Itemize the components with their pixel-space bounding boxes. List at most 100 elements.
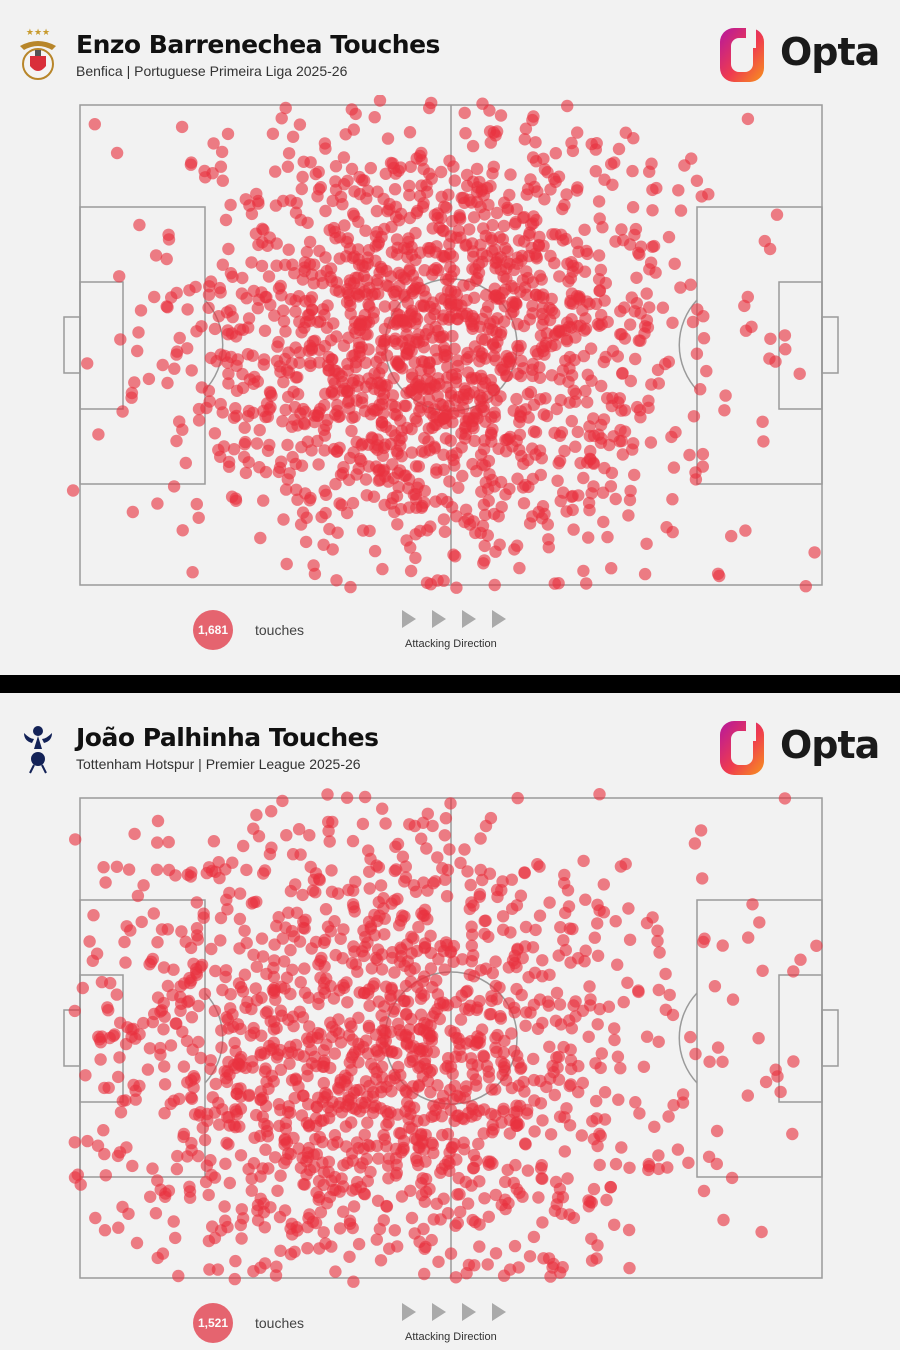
touch-point [756,964,769,977]
touch-point [640,537,653,550]
touch-point [515,354,528,368]
touch-point [646,204,659,217]
touch-point [793,367,806,380]
touch-point [378,928,391,941]
touch-point [642,1163,655,1177]
touch-point [297,1050,310,1063]
touch-point [436,313,450,326]
touch-point [560,1102,573,1115]
touch-point [615,1141,628,1154]
touch-point [594,263,608,277]
touch-point [563,1014,576,1027]
touch-point [188,1072,201,1085]
touch-point [255,259,269,273]
touch-point [404,1041,418,1054]
touch-point [224,988,237,1001]
touch-point [380,1200,394,1213]
touch-point [274,1169,287,1182]
touch-point [347,1275,360,1288]
touch-point [260,1075,273,1088]
touch-point [263,1039,276,1053]
touch-point [404,1055,417,1069]
touch-point [423,101,436,115]
touch-point [393,955,407,968]
touch-point [532,239,545,252]
touch-point [473,1175,486,1188]
touch-point [370,204,384,218]
touch-point [173,1092,186,1106]
touch-point [623,238,637,251]
touch-point [479,962,493,975]
touch-point [437,513,451,526]
touch-point [578,324,591,337]
touch-point [238,968,252,981]
touch-point [258,324,272,337]
touch-point [465,317,478,331]
touch-point [477,1049,490,1062]
touch-point [753,916,766,929]
touch-point [296,1089,310,1102]
chart-title: Enzo Barrenechea Touches [76,30,440,59]
touch-point [381,1044,394,1057]
touch-point [616,448,629,461]
touch-point [192,999,205,1013]
touch-point [186,566,199,579]
touch-point [363,999,376,1012]
opta-logo: Opta [716,24,880,88]
touch-point [601,530,614,544]
touch-point [375,948,389,961]
touch-point [265,805,278,818]
touch-point [758,234,771,248]
touch-point [545,369,558,382]
touch-point [222,377,235,390]
touch-point [665,430,678,444]
touch-point [419,1185,433,1199]
touch-point [497,1105,510,1118]
touch-point [663,988,676,1002]
touch-point [137,879,150,892]
touch-point [219,970,232,984]
touch-point [249,227,263,240]
touch-point [481,1258,494,1271]
touch-point [168,362,181,375]
touch-point [405,446,419,459]
touch-point [300,1168,313,1181]
touch-point [418,264,431,277]
touch-point [71,1168,84,1181]
touch-point [666,316,679,329]
touch-point [253,461,266,474]
touch-point [556,364,570,377]
touch-point [353,452,367,466]
touch-point [473,1240,486,1253]
touch-point [419,1128,432,1142]
touch-point [528,1125,541,1138]
touch-point [598,1113,612,1126]
touch-point [472,1137,485,1151]
touch-point [458,843,471,856]
touch-point [465,1110,478,1123]
touch-point [118,935,131,949]
touch-point [581,396,594,409]
touch-point [645,378,658,391]
touch-point [290,483,303,496]
touch-point [345,162,359,176]
touch-point [447,264,461,278]
touch-count: 1,681 [197,623,229,637]
touch-point [527,398,541,411]
touch-point [212,1096,225,1110]
touch-point [141,1063,155,1076]
touch-point [151,936,164,949]
touch-point [277,315,291,328]
touch-point [577,471,590,485]
touch-point [273,1210,287,1224]
touch-point [455,191,468,205]
touch-point [275,289,288,302]
touch-point [508,543,521,556]
touch-point [582,1030,595,1043]
touch-point [488,480,501,493]
touch-point [462,350,476,364]
touch-point [342,473,356,487]
touch-point [411,481,424,494]
touch-point [526,357,540,371]
touch-point [202,1188,215,1202]
